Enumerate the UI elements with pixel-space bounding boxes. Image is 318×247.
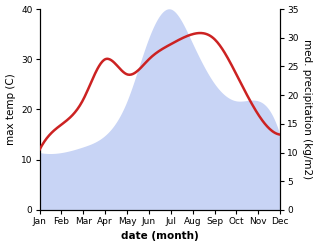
X-axis label: date (month): date (month) xyxy=(121,231,199,242)
Y-axis label: med. precipitation (kg/m2): med. precipitation (kg/m2) xyxy=(302,40,313,180)
Y-axis label: max temp (C): max temp (C) xyxy=(5,74,16,145)
